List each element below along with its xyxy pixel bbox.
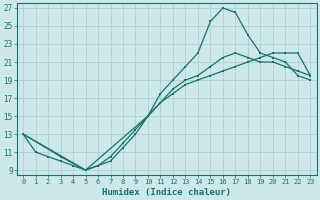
X-axis label: Humidex (Indice chaleur): Humidex (Indice chaleur): [102, 188, 231, 197]
